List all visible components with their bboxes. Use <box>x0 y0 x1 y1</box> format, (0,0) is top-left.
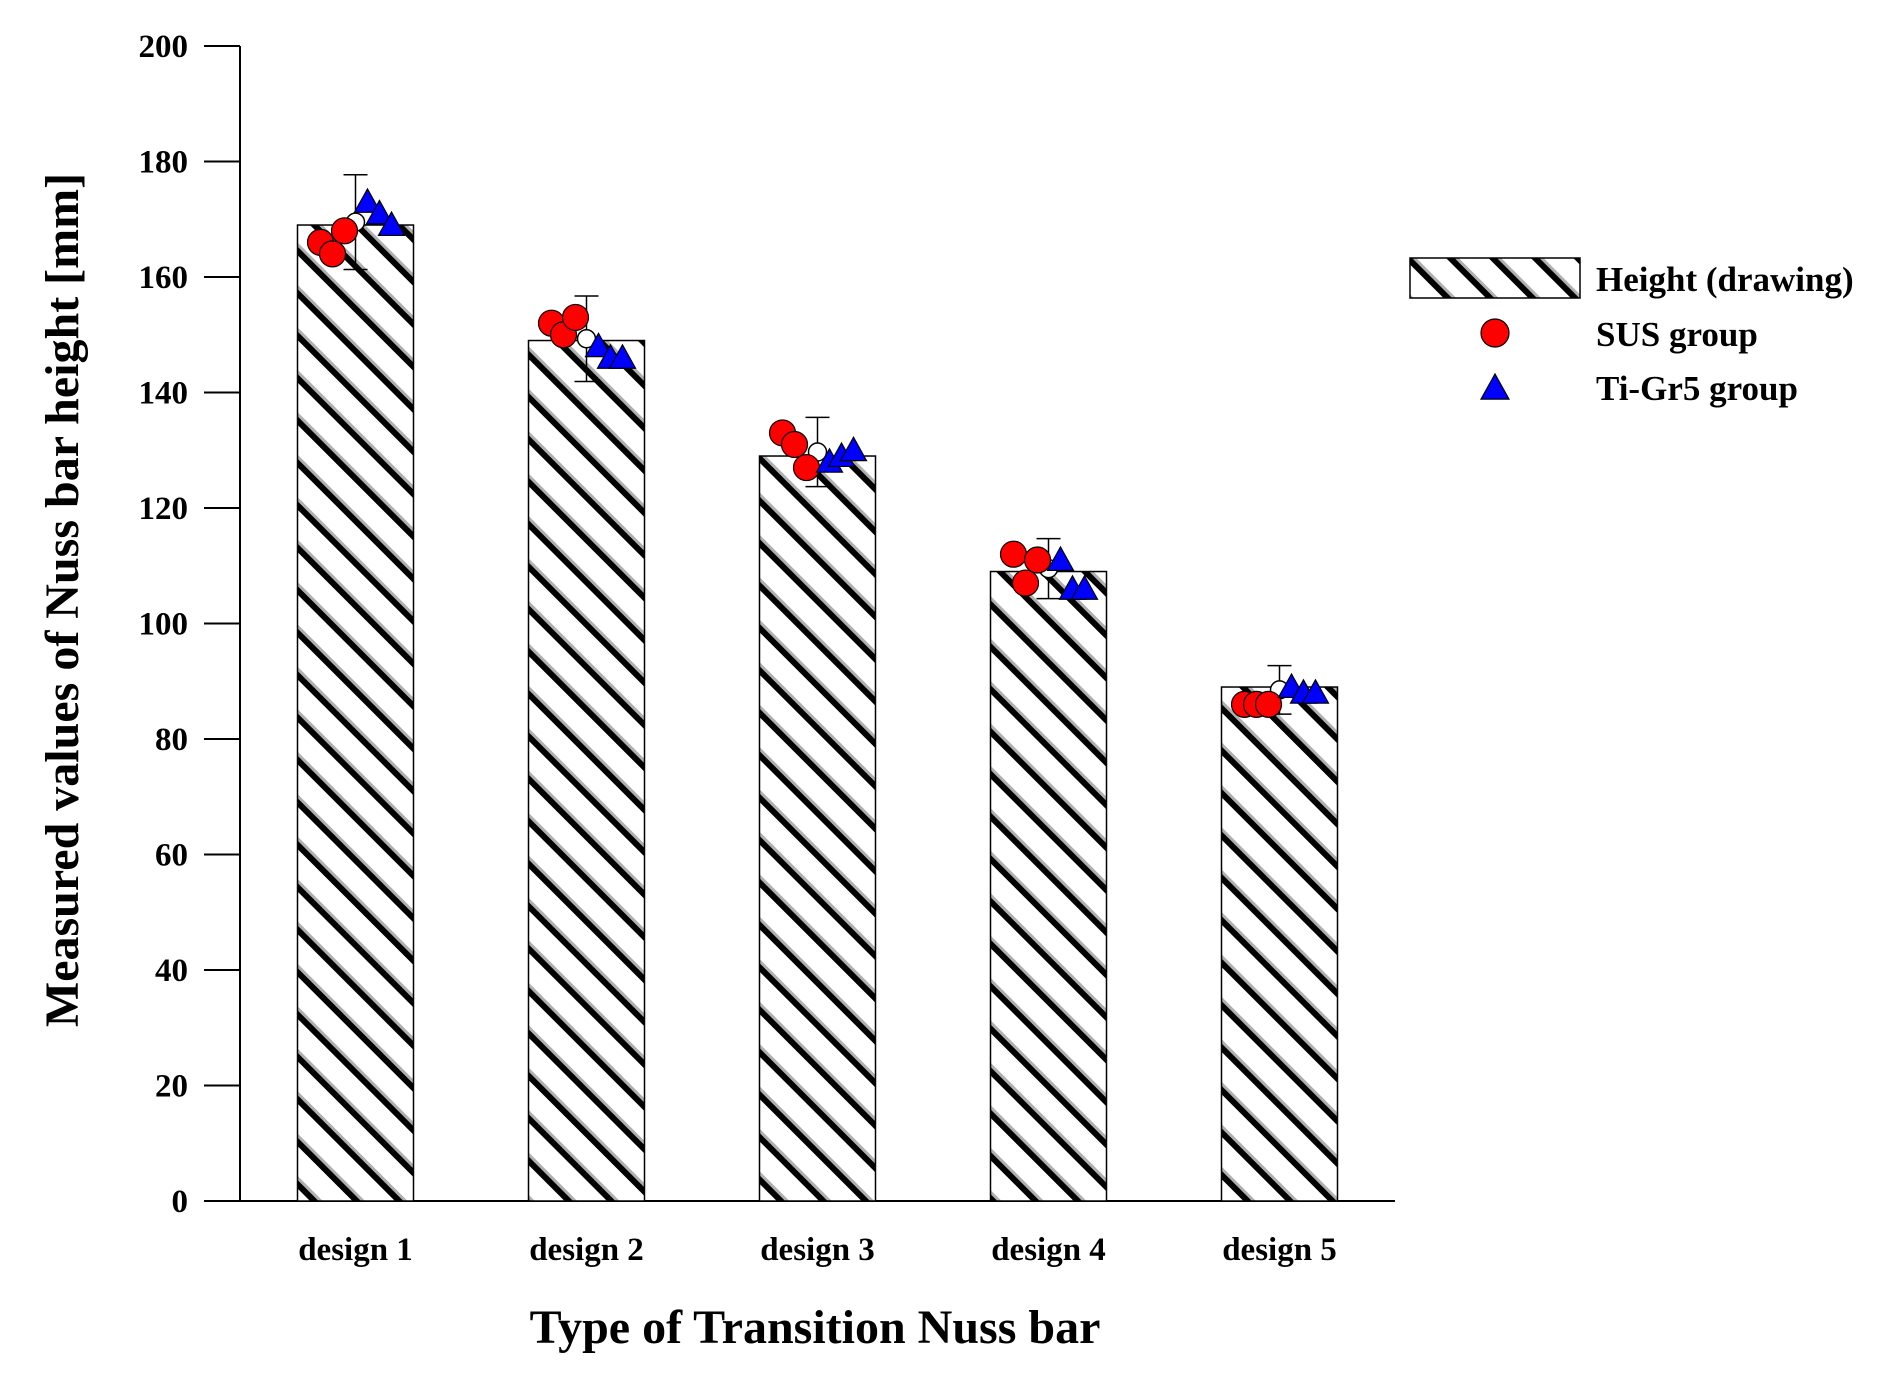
y-tick-label: 100 <box>139 607 189 643</box>
bars <box>296 224 1339 1202</box>
ti-point <box>1301 678 1330 704</box>
legend-label-bar: Height (drawing) <box>1596 260 1854 299</box>
legend-label-ti: Ti-Gr5 group <box>1596 369 1798 408</box>
axes: 0 20 40 60 80 100 120 140 160 180 200 design 1 desig… <box>139 29 1395 1268</box>
y-tick-label: 80 <box>155 722 188 758</box>
sus-point <box>1023 546 1052 574</box>
x-tick-label: design 1 <box>298 1232 413 1268</box>
x-tick-label: design 4 <box>991 1232 1106 1268</box>
sus-point <box>318 240 347 268</box>
y-tick-label: 60 <box>155 838 188 874</box>
bar-5 <box>1220 686 1339 1202</box>
x-tick-label: design 3 <box>760 1232 875 1268</box>
bar-3 <box>758 455 877 1202</box>
ti-point <box>1070 574 1099 600</box>
ti-point <box>584 332 613 358</box>
sus-point <box>330 217 359 245</box>
legend: Height (drawing) SUS group Ti-Gr5 group <box>1409 257 1854 408</box>
legend-swatch-sus <box>1480 318 1510 348</box>
y-tick-label: 140 <box>139 376 189 412</box>
legend-swatch-bar <box>1409 257 1581 299</box>
sus-point <box>780 430 809 459</box>
y-tick-label: 160 <box>139 260 189 296</box>
sus-point <box>1011 569 1040 597</box>
sus-point <box>561 303 590 332</box>
y-tick-label: 20 <box>155 1069 188 1105</box>
ti-point <box>353 187 382 213</box>
y-tick-label: 180 <box>139 145 189 181</box>
ti-point <box>839 436 868 462</box>
bar-4 <box>989 570 1108 1202</box>
bar-2 <box>527 339 646 1202</box>
ti-point <box>377 210 406 237</box>
y-axis-label: Measured values of Nuss bar height [mm] <box>36 173 89 1027</box>
ti-point <box>365 199 394 225</box>
ti-point <box>1046 545 1075 571</box>
y-tick-label: 120 <box>139 491 189 527</box>
y-tick-label: 0 <box>172 1184 189 1220</box>
x-axis-label: Type of Transition Nuss bar <box>530 1301 1101 1354</box>
x-tick-label: design 5 <box>1222 1232 1337 1268</box>
y-tick-label: 200 <box>139 29 189 65</box>
x-tick-label: design 2 <box>529 1232 644 1268</box>
y-tick-label: 40 <box>155 953 188 989</box>
sus-point <box>999 540 1028 568</box>
sus-point <box>792 453 821 482</box>
sus-point <box>1254 690 1283 718</box>
data-points <box>306 187 1330 718</box>
ti-point <box>608 343 637 369</box>
legend-swatch-ti <box>1479 372 1511 400</box>
bar-1 <box>296 224 415 1202</box>
legend-label-sus: SUS group <box>1596 315 1758 354</box>
